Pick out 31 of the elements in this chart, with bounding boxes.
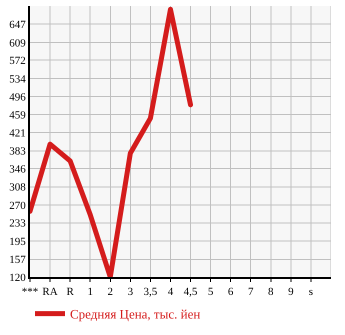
y-tick-label: 270 bbox=[9, 200, 26, 212]
x-tick-label: 4 bbox=[168, 286, 174, 298]
x-tick-label: R bbox=[66, 286, 74, 298]
y-tick-label: 459 bbox=[9, 109, 26, 122]
y-tick-label: 233 bbox=[9, 218, 26, 230]
x-tick-label: 9 bbox=[288, 286, 294, 298]
y-tick-label: 157 bbox=[9, 254, 26, 266]
y-tick-label: 572 bbox=[9, 55, 26, 68]
y-tick-label: 195 bbox=[9, 236, 26, 248]
y-tick-label: 609 bbox=[9, 37, 26, 50]
y-tick-label: 534 bbox=[9, 73, 26, 86]
x-tick-label: 4,5 bbox=[184, 286, 198, 298]
y-tick-label: 421 bbox=[9, 127, 26, 140]
x-tick-label: 2 bbox=[108, 286, 114, 298]
x-tick-label: RA bbox=[42, 286, 58, 298]
x-tick-label: 3,5 bbox=[144, 286, 158, 298]
x-tick-label: 7 bbox=[248, 286, 254, 298]
x-tick-label: 6 bbox=[228, 286, 234, 298]
y-tick-label: 120 bbox=[9, 272, 26, 284]
y-tick-label: 346 bbox=[9, 163, 26, 176]
x-tick-label: 5 bbox=[208, 286, 214, 298]
y-tick-label: 647 bbox=[9, 19, 26, 32]
x-tick-label: s bbox=[308, 286, 314, 298]
x-tick-label: *** bbox=[22, 286, 38, 298]
y-tick-label: 308 bbox=[9, 182, 26, 194]
x-tick-label: 8 bbox=[268, 286, 274, 298]
x-tick-label: 3 bbox=[128, 286, 134, 298]
x-tick-label: 1 bbox=[87, 286, 93, 298]
legend-label: Средняя Цена, тыс. йен bbox=[70, 306, 200, 322]
y-tick-label: 383 bbox=[9, 146, 26, 158]
y-tick-label: 496 bbox=[9, 92, 26, 104]
